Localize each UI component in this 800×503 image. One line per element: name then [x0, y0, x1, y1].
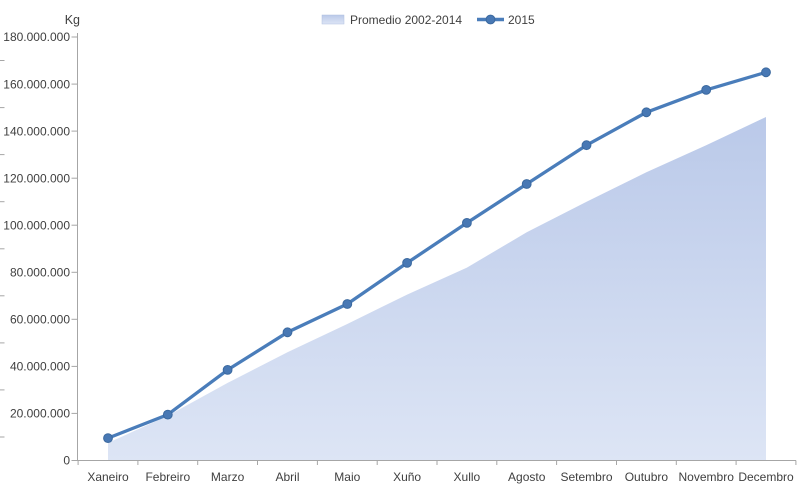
y-axis-tick-label: 0	[63, 454, 70, 468]
x-axis-month-label: Abril	[275, 470, 299, 484]
x-axis-month-label: Setembro	[560, 470, 612, 484]
x-axis-month-label: Outubro	[625, 470, 669, 484]
y-axis-tick-label: 100.000.000	[3, 218, 70, 232]
x-axis-month-labels: Xaneiro Febreiro Marzo Abril Maio Xuño Xullo Ag…	[87, 470, 794, 484]
x-axis-month-label: Xaneiro	[87, 470, 129, 484]
data-point-marker	[462, 218, 472, 228]
data-point-marker	[342, 299, 353, 309]
axes	[0, 33, 797, 465]
y-axis-tick-label: 20.000.000	[10, 407, 70, 421]
data-point-marker	[402, 258, 413, 268]
y-axis-tick-label: 60.000.000	[10, 313, 70, 327]
data-point-marker	[761, 67, 771, 78]
x-axis-month-label: Marzo	[211, 470, 245, 484]
data-point-marker	[521, 179, 532, 189]
x-axis-month-label: Febreiro	[145, 470, 190, 484]
data-point-marker	[103, 433, 113, 444]
line-series-2015	[103, 67, 771, 444]
promedio-area-shape	[108, 117, 766, 461]
x-axis-month-label: Xuño	[393, 470, 421, 484]
x-axis-month-label: Decembro	[738, 470, 794, 484]
data-point-marker	[701, 85, 712, 95]
legend-marker-icon	[485, 14, 496, 25]
y-axis-tick-label: 140.000.000	[3, 124, 70, 138]
legend-area-swatch-icon	[321, 14, 345, 25]
x-axis-month-label: Agosto	[508, 470, 546, 484]
promedio-area-series	[108, 117, 766, 461]
x-axis-month-label: Novembro	[679, 470, 735, 484]
x-axis-month-label: Xullo	[454, 470, 481, 484]
data-point-marker	[282, 327, 293, 338]
y-axis-unit-label: Kg	[65, 13, 80, 27]
y-axis-tick-label: 120.000.000	[3, 171, 70, 185]
data-point-marker	[581, 140, 592, 151]
data-point-marker	[162, 409, 173, 420]
legend-label-2015: 2015	[508, 13, 535, 27]
data-point-marker	[641, 107, 652, 118]
data-point-marker	[222, 365, 233, 375]
y-axis-tick-label: 160.000.000	[3, 77, 70, 91]
y-axis-tick-label: 80.000.000	[10, 266, 70, 280]
y-axis-tick-labels: 0 20.000.000 40.000.000 60.000.000 80.000.00…	[3, 30, 70, 468]
y-axis-tick-label: 40.000.000	[10, 360, 70, 374]
legend: Promedio 2002-2014 2015	[321, 13, 535, 27]
y-axis-tick-label: 180.000.000	[3, 30, 70, 44]
legend-label-promedio: Promedio 2002-2014	[350, 13, 462, 27]
x-axis-month-label: Maio	[334, 470, 360, 484]
line-2015-path	[106, 70, 768, 440]
